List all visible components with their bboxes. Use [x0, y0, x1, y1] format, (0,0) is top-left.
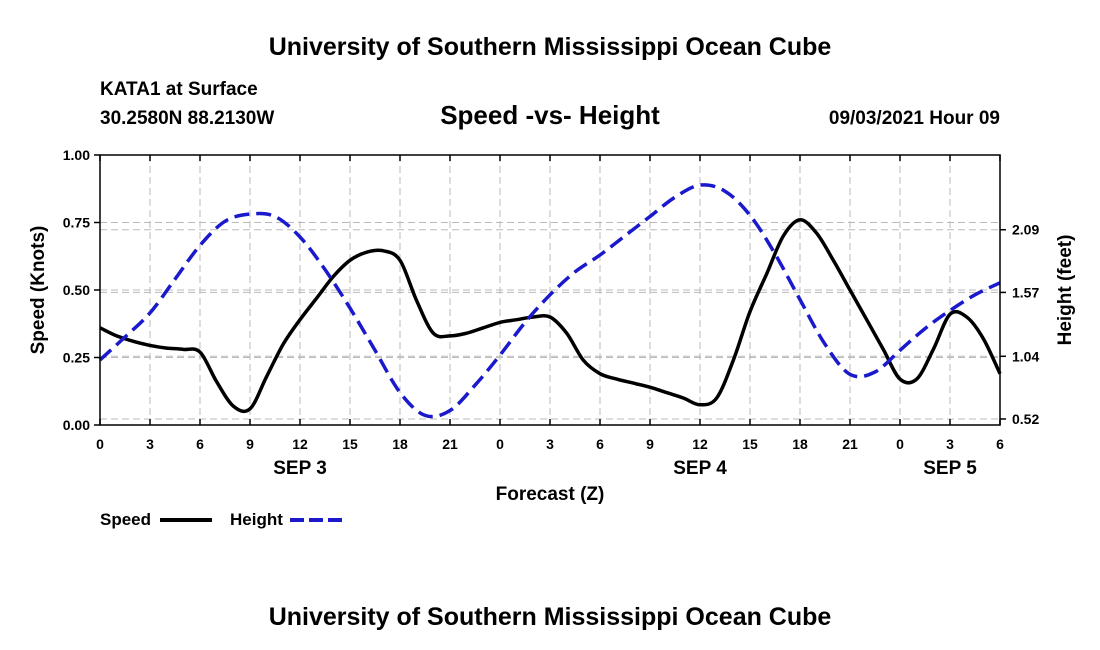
legend-speed-label: Speed [100, 510, 151, 529]
x-tick-label: 21 [442, 436, 458, 452]
series-line-height [98, 183, 1001, 419]
forecast-datetime: 09/03/2021 Hour 09 [829, 108, 1000, 129]
y2-tick-label: 1.57 [1012, 284, 1039, 300]
x-tick-label: 12 [692, 436, 708, 452]
page-title: University of Southern Mississippi Ocean… [269, 33, 832, 61]
x-tick-label: 0 [496, 436, 504, 452]
x-tick-label: 6 [596, 436, 604, 452]
x-tick-label: 6 [996, 436, 1004, 452]
x-tick-label: 15 [342, 436, 358, 452]
series-line-speed [99, 218, 1002, 414]
x-axis-label: Forecast (Z) [496, 484, 605, 505]
x-tick-label: 3 [546, 436, 554, 452]
y-tick-label: 0.50 [63, 282, 90, 298]
y2-tick-label: 2.09 [1012, 222, 1039, 238]
station-label: KATA1 at Surface [100, 79, 258, 100]
x-tick-label: 9 [646, 436, 654, 452]
chart-title: Speed -vs- Height [440, 100, 660, 130]
coordinates-label: 30.2580N 88.2130W [100, 108, 274, 129]
date-label: SEP 5 [923, 458, 977, 479]
legend-height-label: Height [230, 510, 283, 529]
y-tick-label: 0.75 [63, 215, 90, 231]
x-tick-label: 21 [842, 436, 858, 452]
y2-axis-label: Height (feet) [1055, 235, 1076, 346]
y2-tick-label: 1.04 [1012, 348, 1039, 364]
y-tick-label: 0.00 [63, 417, 90, 433]
x-tick-label: 18 [392, 436, 408, 452]
date-label: SEP 3 [273, 458, 327, 479]
x-tick-label: 3 [946, 436, 954, 452]
x-tick-label: 18 [792, 436, 808, 452]
axes: 0 3 6 9 12 15 18 21 0 3 6 9 12 15 18 21 0 3 6 SEP 3 SEP 4 SEP… [63, 147, 1040, 479]
x-tick-label: 12 [292, 436, 308, 452]
y-axis-label: Speed (Knots) [28, 226, 49, 355]
y-tick-label: 1.00 [63, 147, 90, 163]
y-tick-label: 0.25 [63, 350, 90, 366]
x-tick-label: 15 [742, 436, 758, 452]
x-tick-label: 3 [146, 436, 154, 452]
gridlines [100, 155, 1000, 425]
x-tick-label: 9 [246, 436, 254, 452]
x-tick-label: 0 [96, 436, 104, 452]
footer-title: University of Southern Mississippi Ocean… [269, 603, 832, 631]
series-layer [98, 183, 1002, 419]
y2-tick-label: 0.52 [1012, 411, 1039, 427]
legend: Speed Height [100, 510, 342, 529]
x-tick-label: 0 [896, 436, 904, 452]
x-tick-label: 6 [196, 436, 204, 452]
date-label: SEP 4 [673, 458, 727, 479]
